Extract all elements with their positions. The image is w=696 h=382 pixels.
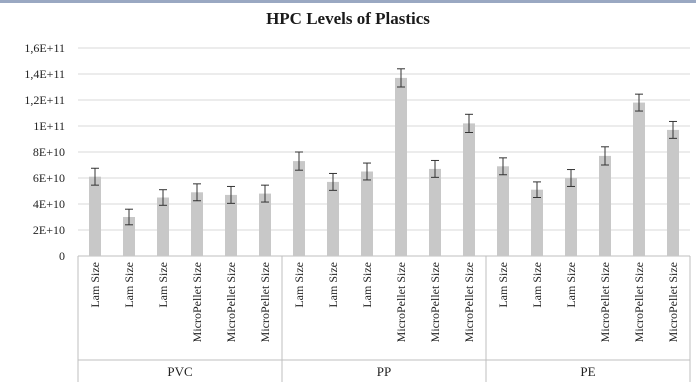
bar bbox=[225, 194, 237, 256]
bar bbox=[565, 178, 577, 256]
x-tick-label: Lam Size bbox=[496, 262, 510, 308]
bar bbox=[463, 123, 475, 257]
y-tick-label: 1,4E+11 bbox=[24, 67, 65, 81]
bar bbox=[599, 155, 611, 256]
x-tick-label: Lam Size bbox=[88, 262, 102, 308]
bar bbox=[395, 77, 407, 257]
bar bbox=[327, 181, 339, 256]
bar bbox=[191, 192, 203, 256]
chart-title: HPC Levels of Plastics bbox=[266, 9, 430, 28]
y-tick-label: 1,6E+11 bbox=[24, 41, 65, 55]
y-tick-label: 6E+10 bbox=[33, 171, 65, 185]
bar bbox=[293, 161, 305, 256]
x-tick-label: MicroPellet Size bbox=[428, 262, 442, 342]
top-border bbox=[0, 0, 696, 3]
x-tick-label: MicroPellet Size bbox=[462, 262, 476, 342]
x-tick-label: MicroPellet Size bbox=[224, 262, 238, 342]
bar bbox=[157, 197, 169, 256]
y-tick-label: 2E+10 bbox=[33, 223, 65, 237]
x-tick-label: Lam Size bbox=[122, 262, 136, 308]
group-label: PE bbox=[580, 364, 595, 379]
bar bbox=[89, 176, 101, 256]
x-tick-label: Lam Size bbox=[292, 262, 306, 308]
x-tick-label: MicroPellet Size bbox=[394, 262, 408, 342]
x-tick-label: Lam Size bbox=[564, 262, 578, 308]
bar bbox=[429, 168, 441, 256]
x-tick-label: Lam Size bbox=[530, 262, 544, 308]
y-tick-label: 0 bbox=[59, 249, 65, 263]
x-tick-label: MicroPellet Size bbox=[190, 262, 204, 342]
bar bbox=[361, 171, 373, 256]
x-tick-label: MicroPellet Size bbox=[258, 262, 272, 342]
bar bbox=[531, 189, 543, 256]
group-label: PP bbox=[377, 364, 391, 379]
bar bbox=[667, 129, 679, 256]
x-tick-label: Lam Size bbox=[360, 262, 374, 308]
x-tick-label: MicroPellet Size bbox=[632, 262, 646, 342]
x-tick-label: Lam Size bbox=[156, 262, 170, 308]
group-label: PVC bbox=[167, 364, 192, 379]
x-tick-label: Lam Size bbox=[326, 262, 340, 308]
bar bbox=[633, 102, 645, 256]
y-tick-label: 8E+10 bbox=[33, 145, 65, 159]
y-tick-label: 1,2E+11 bbox=[24, 93, 65, 107]
bar bbox=[497, 166, 509, 256]
bar bbox=[259, 193, 271, 256]
x-tick-label: MicroPellet Size bbox=[666, 262, 680, 342]
x-tick-label: MicroPellet Size bbox=[598, 262, 612, 342]
y-tick-label: 1E+11 bbox=[33, 119, 65, 133]
y-tick-label: 4E+10 bbox=[33, 197, 65, 211]
bar bbox=[123, 217, 135, 256]
